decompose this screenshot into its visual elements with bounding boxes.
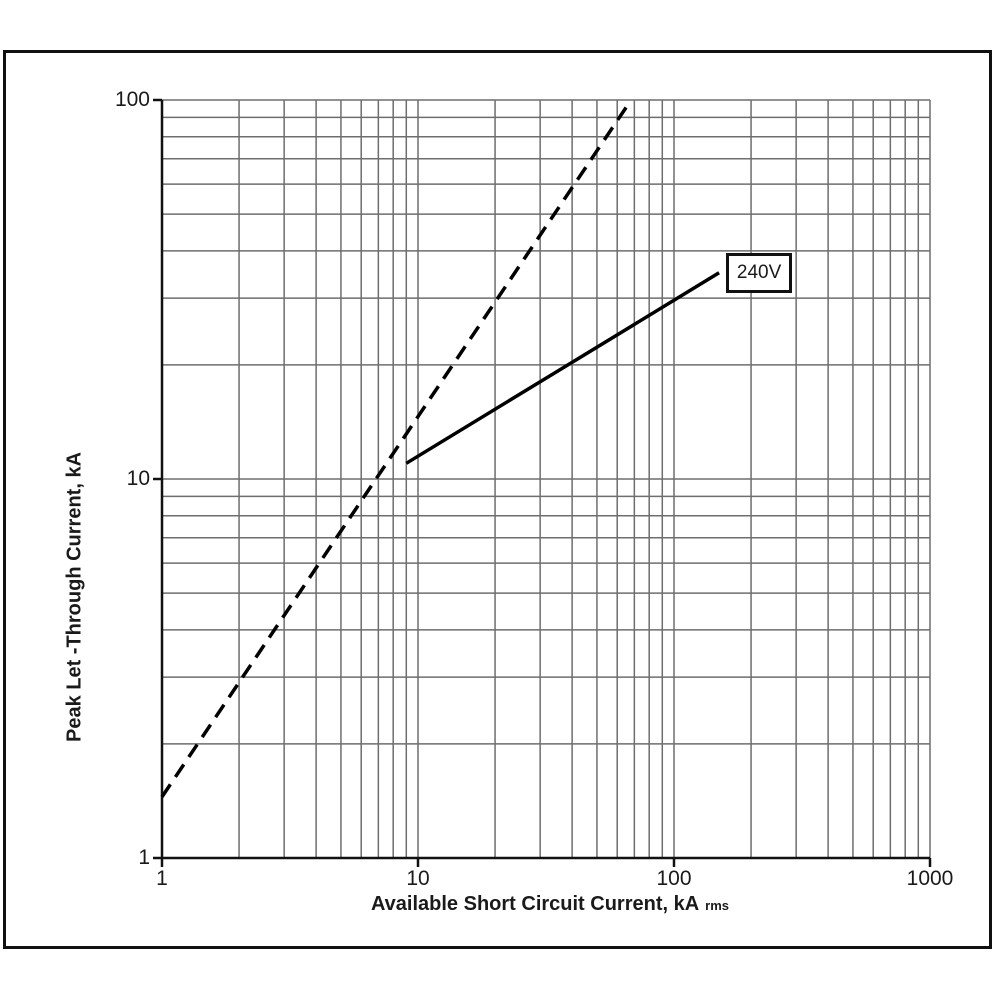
grid-lines [162, 99, 931, 858]
series-240v-let-through [405, 271, 720, 465]
y-tick-label: 100 [114, 88, 150, 111]
y-tick-label: 10 [126, 467, 150, 490]
x-tick-label: 1 [156, 867, 168, 890]
y-tick-label: 1 [138, 846, 150, 869]
y-axis-title: Peak Let -Through Current, kA [63, 451, 86, 743]
figure-frame [3, 50, 992, 949]
series-label-240v: 240V [726, 252, 793, 293]
x-axis-title-subscript: rms [705, 898, 730, 913]
x-tick-label: 100 [656, 867, 692, 890]
x-tick-label: 10 [406, 867, 430, 890]
x-axis-title: Available Short Circuit Current, kA rms [371, 893, 729, 916]
axes-and-ticks [153, 98, 932, 867]
x-axis-title-text: Available Short Circuit Current, kA [370, 893, 700, 915]
series-prospective-peak-dashed [160, 99, 633, 798]
x-tick-label: 1000 [906, 867, 954, 890]
